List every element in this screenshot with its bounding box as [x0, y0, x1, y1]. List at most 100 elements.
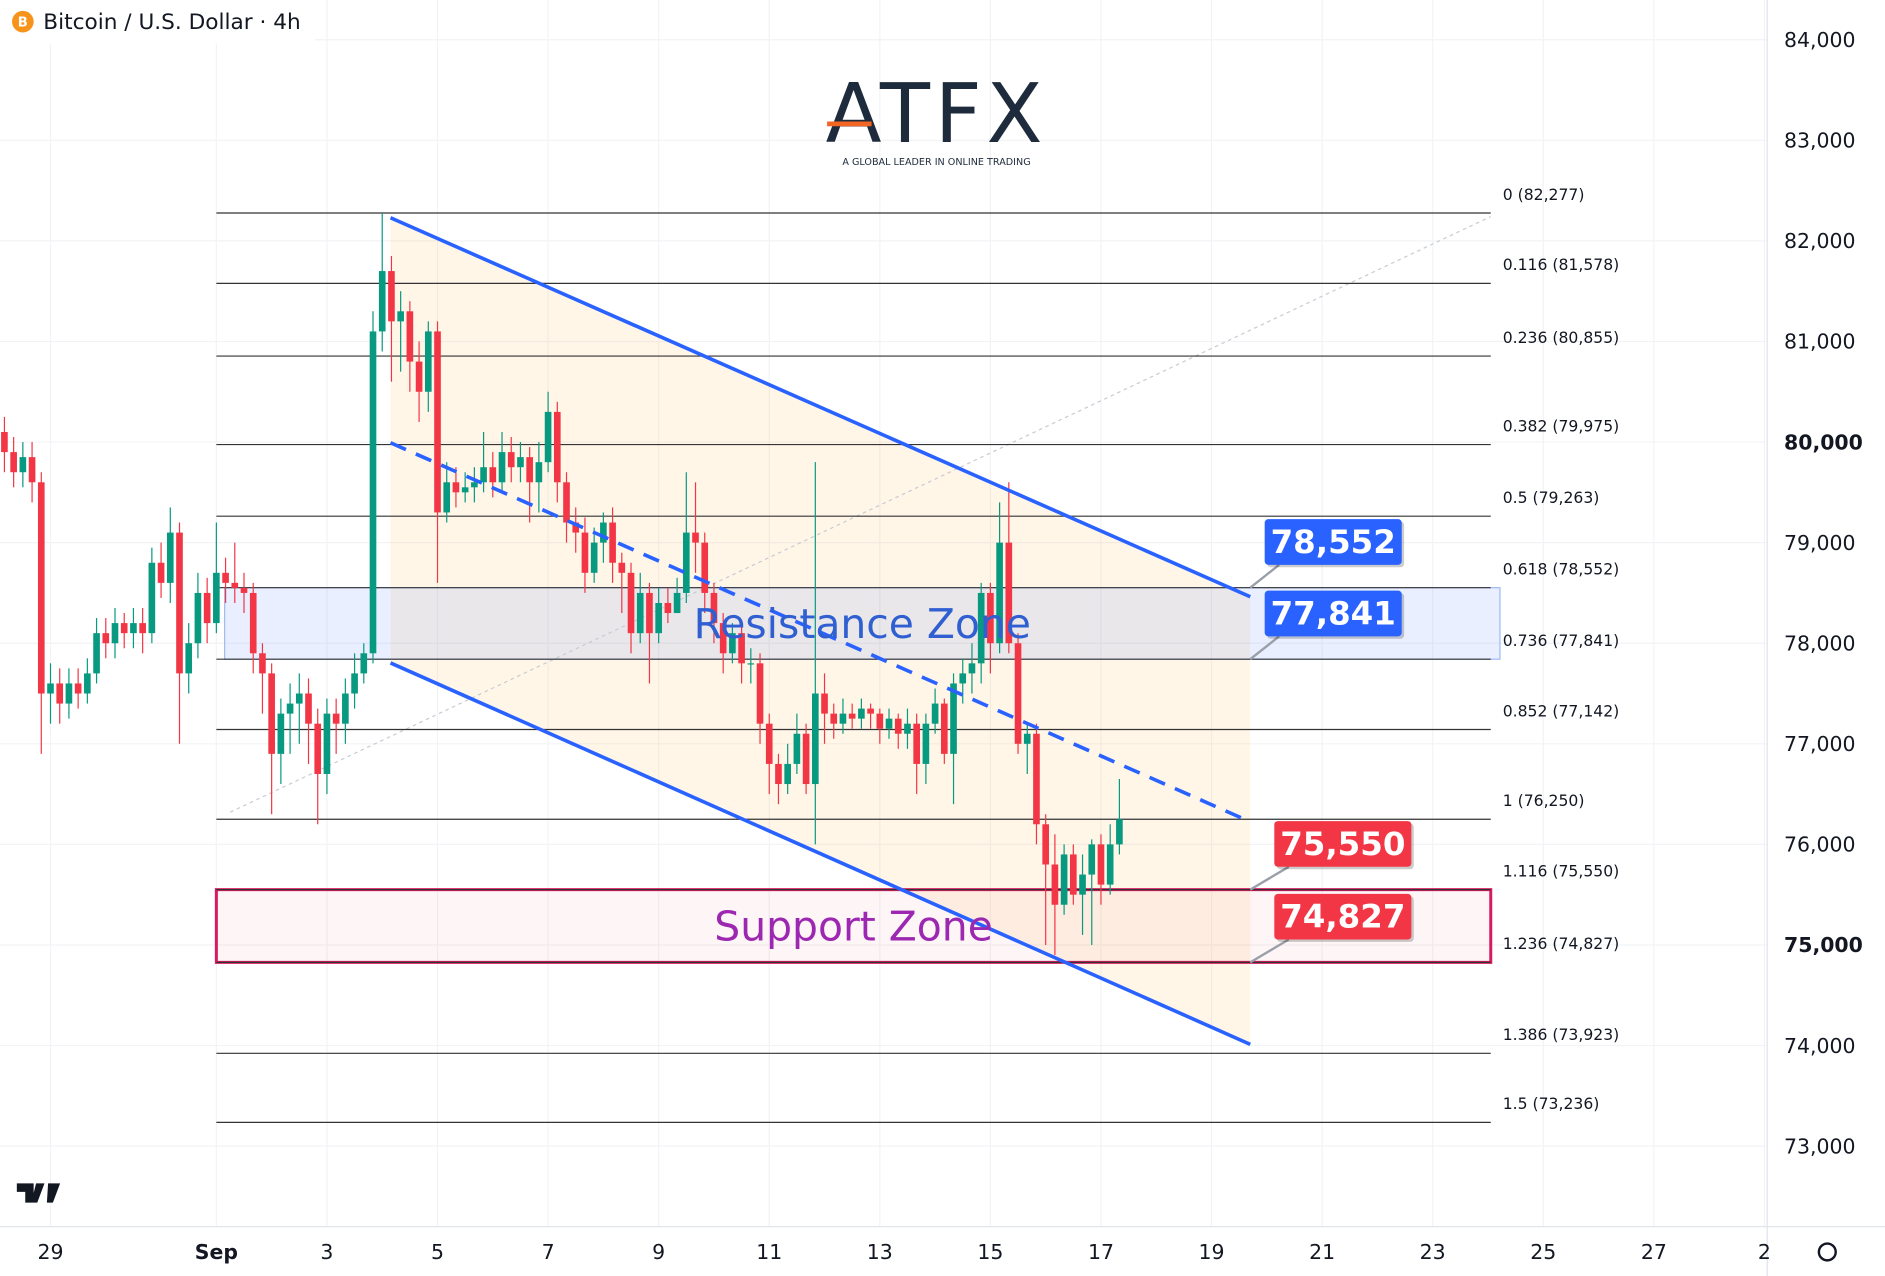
- candle-body: [563, 482, 570, 523]
- candle-body: [74, 683, 82, 694]
- candle-body: [342, 693, 349, 724]
- plot: 0 (82,277) 0.116 (81,578) 0.236 (80,855) 0.…: [0, 0, 1768, 1227]
- candle-body: [885, 718, 893, 729]
- y-tick-label: 76,000: [1784, 833, 1856, 857]
- candle-body: [1033, 733, 1040, 825]
- candle-body: [452, 482, 460, 493]
- candle-body: [489, 467, 497, 483]
- candle-body: [894, 718, 902, 734]
- candle-body: [139, 623, 146, 634]
- zone-label: Support Zone: [714, 902, 993, 950]
- candle-body: [406, 311, 414, 362]
- settings-icon[interactable]: [1817, 1242, 1837, 1262]
- fib-label: 0.852 (77,142): [1503, 701, 1620, 720]
- candle-body: [185, 643, 193, 674]
- price-tag-label: 77,841: [1271, 594, 1396, 632]
- candle-body: [249, 592, 257, 654]
- candle-body: [443, 482, 451, 513]
- candle-body: [876, 713, 884, 729]
- y-tick-label: 77,000: [1784, 732, 1856, 756]
- symbol-title: Bitcoin / U.S. Dollar · 4h: [43, 10, 300, 35]
- candle-body: [765, 723, 773, 764]
- candle-body: [332, 713, 340, 724]
- candle-body: [821, 693, 828, 714]
- candle-body: [609, 522, 616, 563]
- channel-line: [389, 441, 1251, 824]
- candle-body: [240, 587, 248, 593]
- candle-body: [775, 763, 782, 785]
- candle-body: [692, 532, 699, 543]
- candle-body: [286, 703, 294, 714]
- y-tick-label: 73,000: [1784, 1134, 1856, 1158]
- candle-body: [756, 663, 764, 724]
- candle-body: [1079, 874, 1086, 895]
- candle-body: [729, 633, 736, 654]
- zone-label: Resistance Zone: [694, 600, 1031, 648]
- y-tick-label: 83,000: [1784, 129, 1856, 153]
- candle-body: [738, 633, 745, 664]
- price-tag: [1274, 893, 1412, 940]
- tag-pointer: [1249, 563, 1280, 589]
- candle-body: [590, 542, 598, 573]
- channel-line: [389, 216, 1251, 599]
- tag-pointer: [1249, 865, 1290, 891]
- candle-body: [480, 467, 487, 483]
- candle-body: [517, 457, 524, 468]
- candle-body: [388, 271, 395, 322]
- candle-body: [10, 452, 17, 473]
- price-tag: [1264, 519, 1402, 565]
- candle-body: [369, 331, 377, 654]
- candle-body: [259, 653, 266, 674]
- tag-pointer: [1249, 938, 1290, 964]
- x-tick-label: 3: [320, 1240, 333, 1264]
- candle-body: [120, 623, 128, 634]
- trend-line: [229, 216, 1492, 813]
- candle-body: [19, 457, 27, 473]
- header-bg: [0, 0, 315, 44]
- candle-body: [56, 683, 64, 704]
- candle-body: [1042, 824, 1049, 865]
- candle-body: [1023, 733, 1031, 744]
- x-tick-label: Sep: [195, 1240, 238, 1264]
- price-tag: [1274, 821, 1412, 867]
- candle-body: [111, 623, 119, 644]
- candle-body: [1088, 844, 1096, 875]
- coin-icon: [12, 10, 34, 33]
- x-tick-label: 29: [37, 1240, 63, 1264]
- candle-body: [793, 733, 801, 764]
- candle-body: [378, 271, 386, 332]
- y-tick-label: 84,000: [1784, 28, 1856, 52]
- tv-logo: [16, 1183, 61, 1203]
- candle-body: [858, 708, 865, 719]
- candle-body: [434, 331, 441, 513]
- candle-body: [203, 592, 211, 624]
- candle-body: [959, 673, 967, 684]
- candle-body: [194, 592, 202, 644]
- candle-body: [424, 331, 432, 392]
- x-tick-label: 11: [756, 1240, 782, 1264]
- y-tick-label: 81,000: [1784, 330, 1856, 354]
- candle-body: [28, 457, 36, 483]
- candle-body: [682, 532, 690, 593]
- candle-body: [1097, 844, 1105, 885]
- candle-body: [157, 562, 165, 583]
- x-tick-label: 25: [1530, 1240, 1556, 1264]
- x-tick-label: 5: [431, 1240, 444, 1264]
- candle-body: [1, 431, 8, 453]
- candle-body: [148, 562, 156, 634]
- candle-body: [84, 673, 91, 694]
- fib-label: 0.5 (79,263): [1503, 488, 1600, 507]
- candle-body: [268, 673, 275, 754]
- price-tag: [1264, 590, 1402, 637]
- candle-body: [867, 708, 874, 714]
- logo-tagline: A GLOBAL LEADER IN ONLINE TRADING: [842, 157, 1030, 168]
- candle-body: [922, 723, 930, 764]
- candle-body: [507, 452, 515, 468]
- candle-body: [397, 311, 404, 322]
- candle-body: [996, 542, 1003, 644]
- candle-body: [747, 663, 755, 665]
- candle-body: [213, 572, 220, 624]
- x-tick-label: 13: [867, 1240, 893, 1264]
- candle-body: [544, 411, 552, 463]
- candle-body: [222, 572, 229, 583]
